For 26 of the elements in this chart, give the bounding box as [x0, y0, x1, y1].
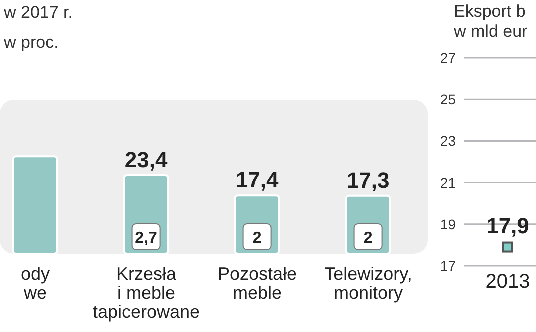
x-tick-label: ody we [20, 264, 50, 303]
value-box: 2,7 [132, 224, 161, 250]
chart-subtitle: w proc. [4, 32, 60, 54]
chart-title: Eksport b [454, 2, 527, 22]
y-tick-label: 27 [440, 50, 456, 66]
x-tick-label: 2013 [486, 271, 530, 294]
data-label: 17,9 [486, 213, 530, 238]
y-tick-label: 21 [440, 174, 456, 191]
annotation: 2 [252, 230, 262, 247]
bar [12, 156, 58, 255]
y-tick-label: 17 [440, 258, 456, 274]
data-label: 17,3 [346, 168, 390, 193]
data-label: 23,4 [124, 147, 168, 172]
chart-title: w 2017 r. [4, 2, 73, 24]
annotation: 2,7 [135, 230, 158, 247]
chart-subtitle: w mld eur [454, 22, 528, 42]
x-tick-label: Krzesła i meble tapicerowane [92, 264, 200, 322]
value-box: 2 [354, 224, 383, 250]
x-tick-label: Telewizory, monitory [324, 264, 412, 303]
y-tick-label: 25 [440, 92, 456, 108]
value-box: 2 [242, 224, 272, 250]
x-tick-label: Pozostałe meble [218, 264, 298, 303]
data-label: 17,4 [236, 168, 280, 193]
annotation: 2 [364, 230, 373, 247]
y-tick-label: 19 [440, 216, 456, 232]
y-tick-label: 23 [440, 133, 456, 150]
